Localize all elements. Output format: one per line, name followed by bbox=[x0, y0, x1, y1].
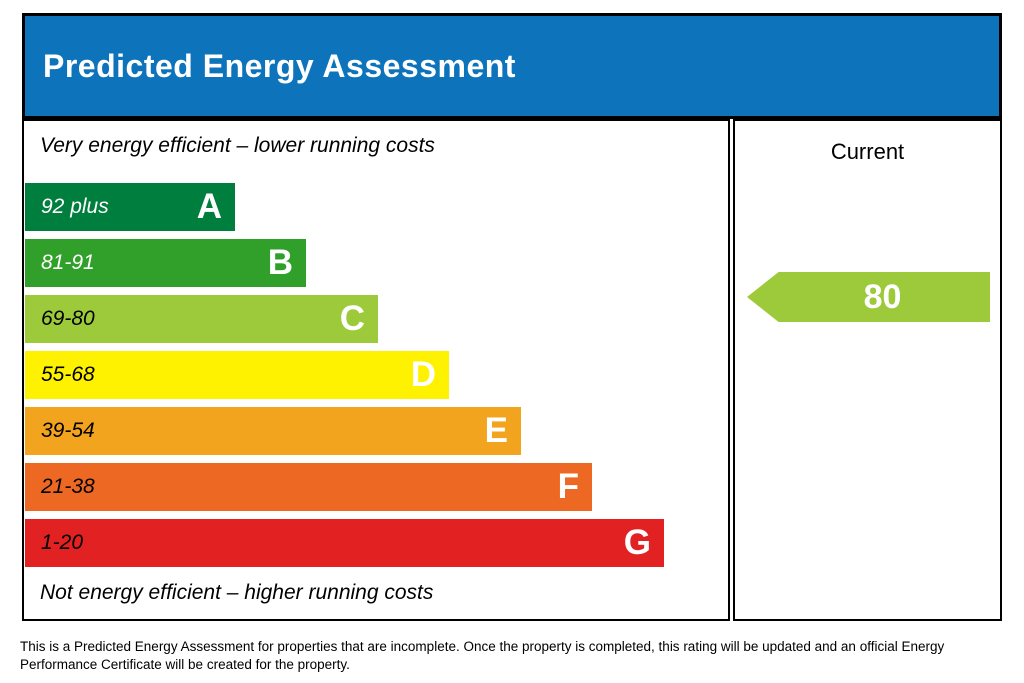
efficiency-note-bottom: Not energy efficient – higher running co… bbox=[40, 581, 434, 604]
band-range-label: 1-20 bbox=[41, 531, 84, 554]
rating-band: 81-91 B bbox=[25, 239, 306, 287]
header: Predicted Energy Assessment bbox=[22, 13, 1002, 119]
band-range-label: 55-68 bbox=[41, 363, 95, 386]
band-range-label: 21-38 bbox=[41, 475, 95, 498]
band-range-label: 81-91 bbox=[41, 251, 95, 274]
band-letter: D bbox=[410, 354, 436, 394]
rating-band: 92 plus A bbox=[25, 183, 235, 231]
band-letter: F bbox=[557, 466, 579, 506]
energy-rating-chart: Very energy efficient – lower running co… bbox=[22, 119, 730, 621]
band-range-label: 69-80 bbox=[41, 307, 95, 330]
rating-band: 69-80 C bbox=[25, 295, 378, 343]
rating-bands: 92 plus A 81-91 B 69-80 C 55-68 D 39-54 … bbox=[25, 183, 664, 575]
rating-band: 21-38 F bbox=[25, 463, 592, 511]
current-rating-value: 80 bbox=[863, 278, 902, 316]
rating-band: 1-20 G bbox=[25, 519, 664, 567]
band-letter: C bbox=[339, 298, 365, 338]
band-letter: E bbox=[484, 410, 508, 450]
rating-band: 39-54 E bbox=[25, 407, 521, 455]
band-letter: G bbox=[623, 522, 651, 562]
rating-band: 55-68 D bbox=[25, 351, 449, 399]
page-title: Predicted Energy Assessment bbox=[43, 47, 516, 84]
band-letter: B bbox=[267, 242, 293, 282]
footer-disclaimer: This is a Predicted Energy Assessment fo… bbox=[20, 639, 945, 673]
band-letter: A bbox=[196, 186, 222, 226]
band-range-label: 92 plus bbox=[41, 195, 109, 218]
current-rating-column: Current 80 bbox=[733, 119, 1002, 621]
band-range-label: 39-54 bbox=[41, 419, 95, 442]
efficiency-note-top: Very energy efficient – lower running co… bbox=[40, 134, 435, 157]
current-rating-arrow: 80 bbox=[747, 272, 990, 322]
current-column-header: Current bbox=[830, 139, 905, 164]
